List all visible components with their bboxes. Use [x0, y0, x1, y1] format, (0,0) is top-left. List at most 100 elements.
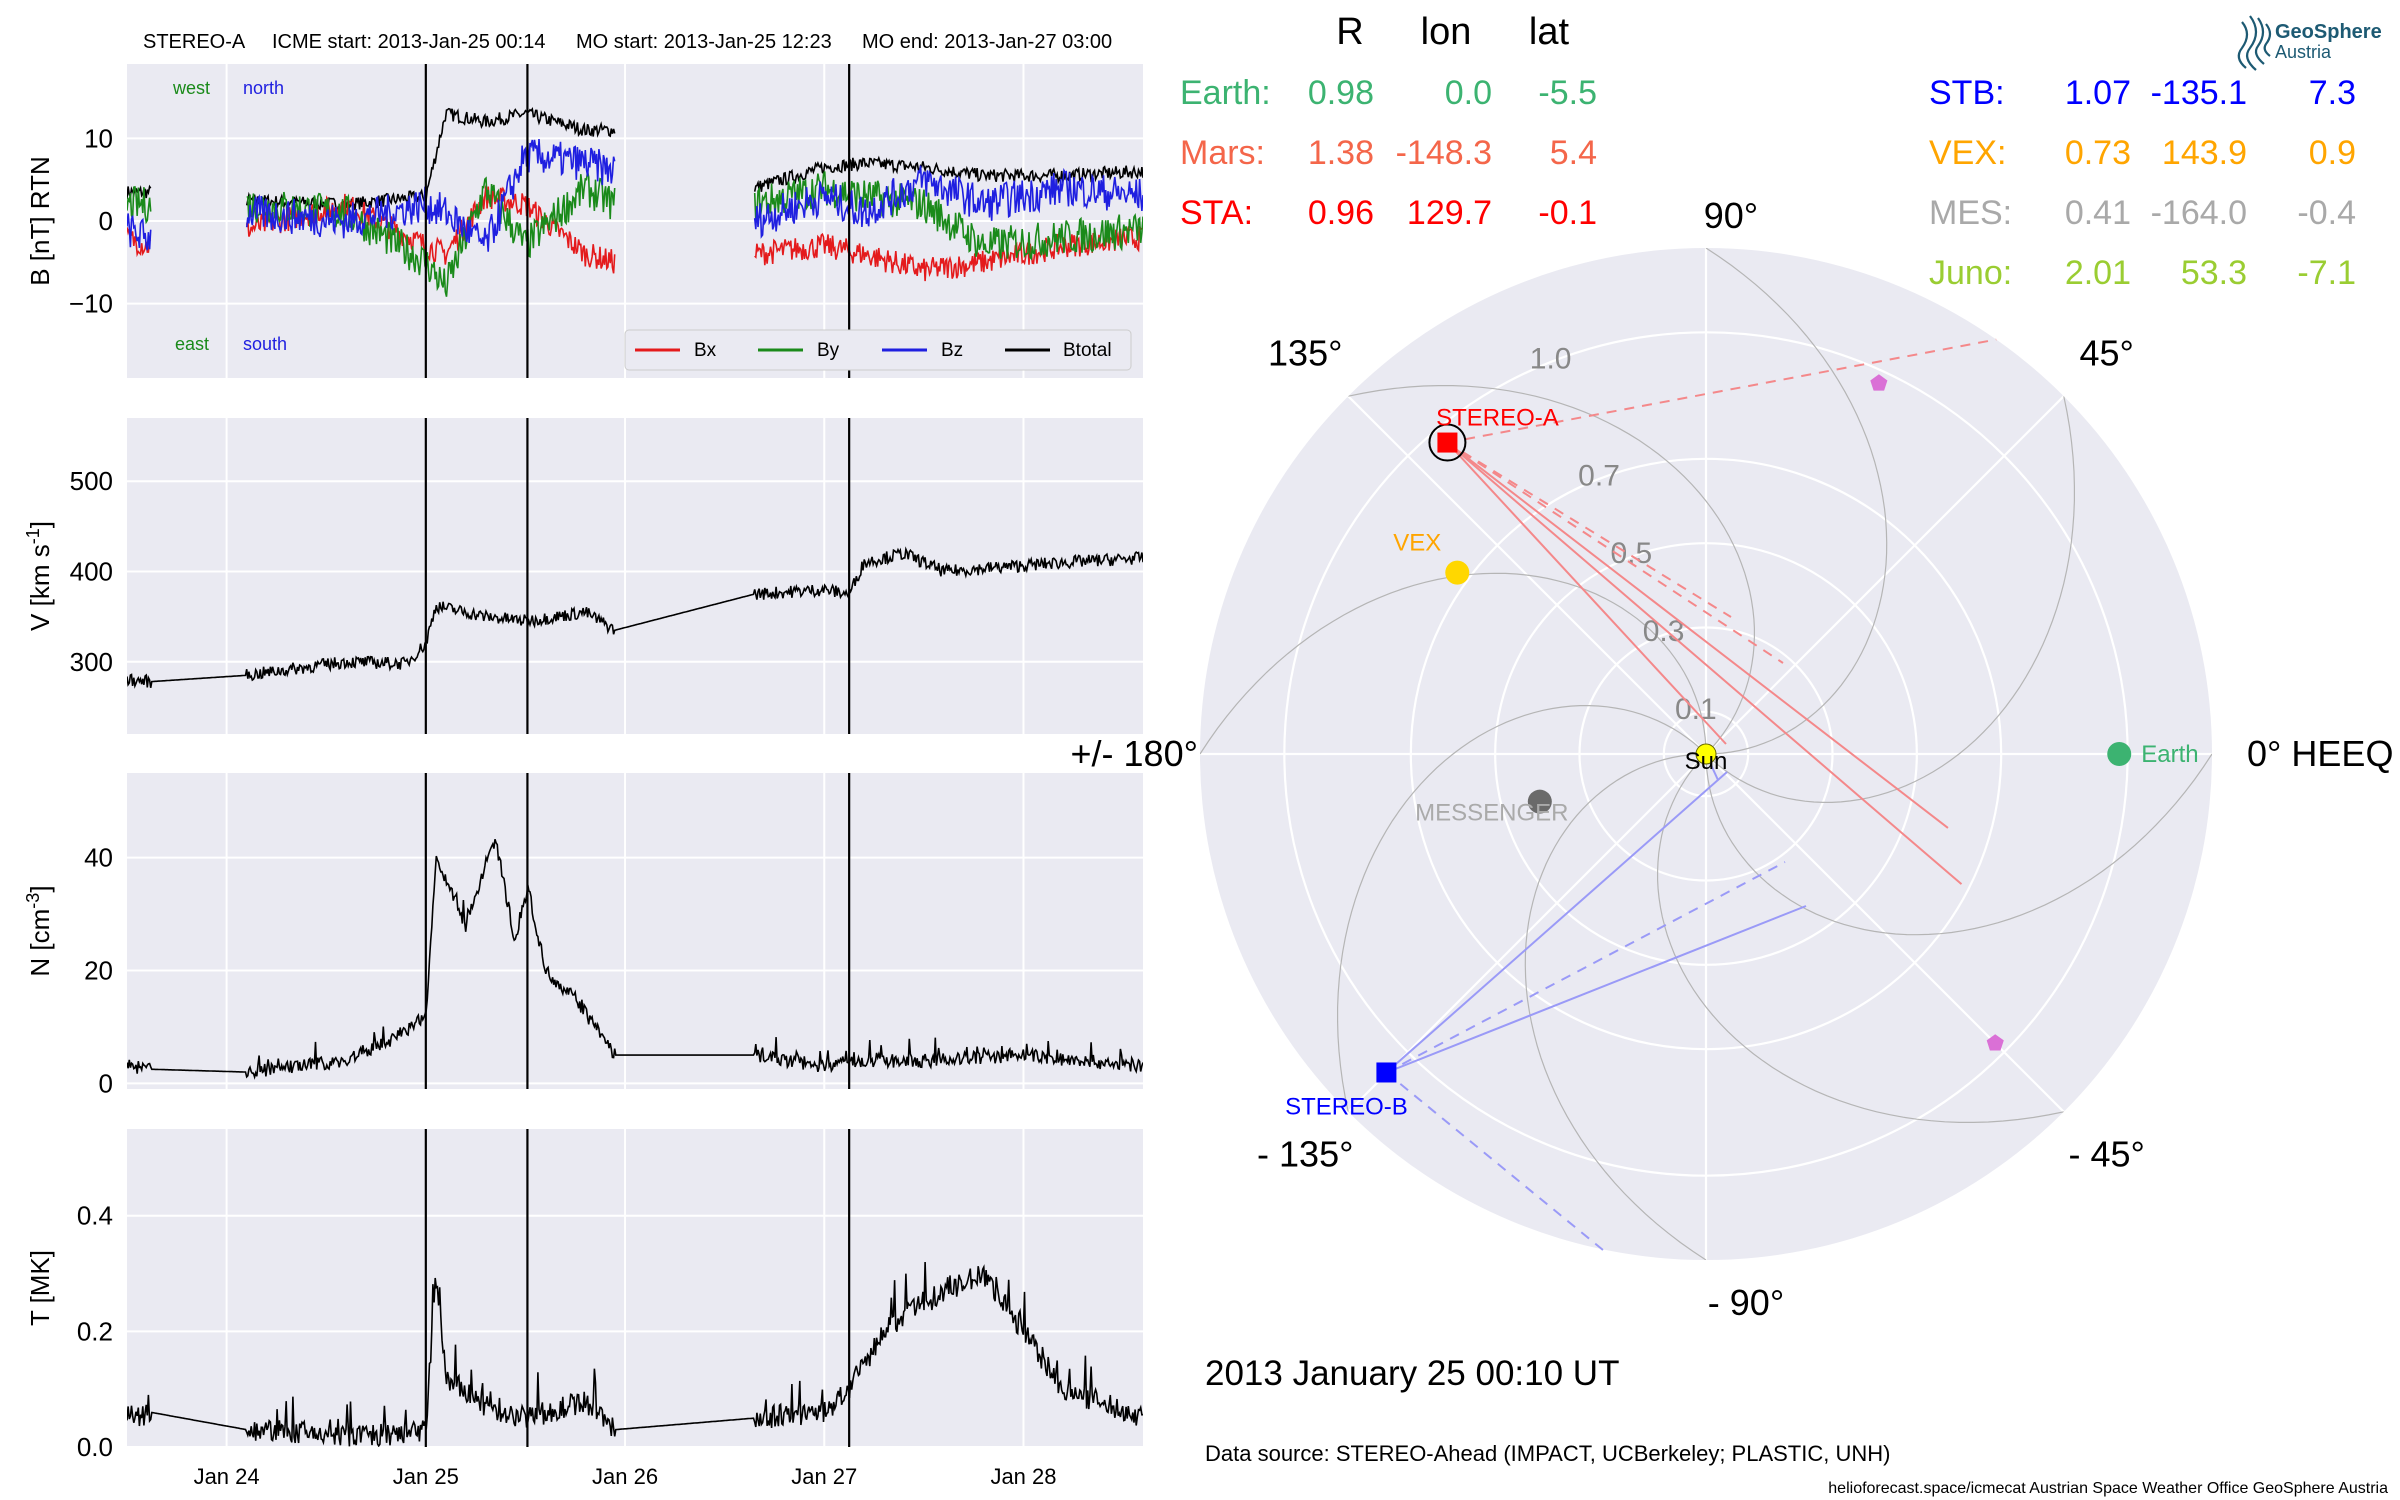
table-lat: 0.9 — [2309, 134, 2356, 172]
parker-spiral-line — [1524, 753, 1707, 1260]
legend-label-btotal: Btotal — [1063, 340, 1112, 361]
series-n-line — [127, 838, 1143, 1080]
table-lon: -148.3 — [1396, 134, 1492, 172]
polar-r-tick-label: 0.7 — [1578, 459, 1620, 492]
annotation-south: south — [243, 334, 287, 354]
table-r: 1.07 — [2065, 74, 2131, 112]
panel-background — [127, 418, 1143, 734]
point-label-stereo-a: STEREO-A — [1436, 405, 1559, 432]
y-tick-label: 0.0 — [77, 1432, 113, 1462]
y-axis-label: N [cm-3] — [23, 885, 55, 976]
vex-marker — [1445, 560, 1470, 585]
x-tick-label: Jan 25 — [393, 1464, 459, 1489]
polar-angle-label: 0° HEEQ — [2247, 733, 2393, 774]
y-tick-label: 300 — [70, 647, 113, 677]
mo-start-label: MO start: 2013-Jan-25 12:23 — [576, 31, 832, 53]
y-tick-label: 0.4 — [77, 1201, 113, 1231]
legend-label-by: By — [817, 340, 840, 361]
sta-fov-dashed-2 — [1446, 441, 1732, 618]
position-table: R lon lat Earth: 0.98 0.0 -5.5 Mars: 1.38 -148… — [1180, 11, 2356, 292]
polar-angle-label: - 45° — [2069, 1134, 2145, 1175]
table-lat: -7.1 — [2297, 254, 2356, 292]
table-r: 0.98 — [1308, 74, 1374, 112]
table-header-r: R — [1336, 11, 1363, 53]
polar-angle-label: 90° — [1704, 195, 1758, 236]
icme-start-label: ICME start: 2013-Jan-25 00:14 — [272, 31, 545, 53]
polar-angle-label: - 135° — [1257, 1134, 1353, 1175]
b-field-legend: Bx By Bz Btotal — [624, 329, 1132, 371]
y-tick-label: 500 — [70, 466, 113, 496]
table-lon: 129.7 — [1407, 194, 1492, 232]
table-name: STB: — [1929, 74, 2005, 112]
pentagon-marker — [1870, 374, 1888, 391]
sta-sun-line — [1446, 441, 1727, 745]
y-tick-label: 40 — [84, 843, 113, 873]
table-header-lon: lon — [1421, 11, 1472, 53]
table-name: Juno: — [1929, 254, 2012, 292]
series-bz-line — [127, 138, 1143, 252]
series-v-line — [127, 546, 1143, 689]
table-lat: 7.3 — [2309, 74, 2356, 112]
table-r: 2.01 — [2065, 254, 2131, 292]
y-axis-label: B [nT] RTN — [25, 156, 55, 286]
polar-angle-label: - 90° — [1708, 1282, 1784, 1323]
panel-background — [127, 1129, 1143, 1447]
x-tick-label: Jan 27 — [791, 1464, 857, 1489]
point-label-stereo-b: STEREO-B — [1285, 1093, 1408, 1120]
table-name: VEX: — [1929, 134, 2006, 172]
annotation-west: west — [172, 78, 210, 98]
table-lon: -164.0 — [2151, 194, 2247, 232]
polar-angle-label: 135° — [1268, 332, 1342, 373]
table-name: STA: — [1180, 194, 1253, 232]
point-label-vex: VEX — [1393, 530, 1441, 557]
stb-fov-dashed — [1385, 861, 1786, 1074]
table-r: 1.38 — [1308, 134, 1374, 172]
x-tick-label: Jan 26 — [592, 1464, 658, 1489]
table-r: 0.41 — [2065, 194, 2131, 232]
parker-spiral-line — [1348, 385, 1755, 755]
table-lon: -135.1 — [2151, 74, 2247, 112]
data-source: Data source: STEREO-Ahead (IMPACT, UCBer… — [1205, 1441, 1890, 1466]
polar-angle-label: 45° — [2080, 332, 2134, 373]
table-r: 0.73 — [2065, 134, 2131, 172]
stereo-b-marker — [1376, 1062, 1397, 1083]
table-header-lat: lat — [1529, 11, 1570, 53]
y-tick-label: 0.2 — [77, 1316, 113, 1346]
series-t-line — [127, 1261, 1143, 1447]
sta-fov-line — [1446, 441, 1963, 885]
y-tick-label: 400 — [70, 556, 113, 586]
parker-spiral-line — [1337, 705, 1707, 1112]
x-tick-label: Jan 24 — [194, 1464, 260, 1489]
panel-background — [127, 773, 1143, 1089]
legend-label-bz: Bz — [941, 340, 963, 361]
point-label-earth: Earth — [2141, 741, 2198, 768]
table-name: Earth: — [1180, 74, 1271, 112]
table-lon: 53.3 — [2181, 254, 2247, 292]
parker-spiral-line — [1705, 248, 1888, 755]
stb-fov-line — [1386, 905, 1807, 1074]
parker-spiral-line — [1705, 753, 2212, 936]
table-r: 0.96 — [1308, 194, 1374, 232]
panel-n: 40 20 0 N [cm-3] — [23, 773, 1143, 1098]
polar-angle-label: +/- 180° — [1071, 733, 1198, 774]
table-lat: -0.4 — [2297, 194, 2356, 232]
sta-position-ring — [1428, 423, 1467, 462]
legend-label-bx: Bx — [694, 340, 717, 361]
earth-marker — [2107, 742, 2132, 766]
geosphere-logo: GeoSphere Austria — [2237, 15, 2382, 71]
panel-t: Jan 24 Jan 25 Jan 26 Jan 27 Jan 28 0.4 0.2 0.0 T… — [25, 1129, 1143, 1489]
polar-r-tick-label: 1.0 — [1530, 342, 1572, 375]
y-tick-label: 0 — [99, 206, 113, 236]
spacecraft-label: STEREO-A — [143, 31, 246, 53]
table-lon: 143.9 — [2162, 134, 2247, 172]
pentagon-marker — [1986, 1034, 2004, 1051]
logo-swirl-icon — [2237, 15, 2272, 71]
parker-spiral-line — [1705, 396, 2075, 803]
parker-spiral-line — [1200, 572, 1707, 755]
annotation-north: north — [243, 78, 284, 98]
logo-text-line1: GeoSphere — [2275, 21, 2382, 43]
y-axis-label: T [MK] — [25, 1250, 55, 1326]
time-series-panels: 10 0 −10 B [nT] RTN 500 400 300 V [km s-1] 40 20 0… — [23, 64, 1143, 1489]
credits: helioforecast.space/icmecat Austrian Spa… — [1828, 1480, 2388, 1497]
